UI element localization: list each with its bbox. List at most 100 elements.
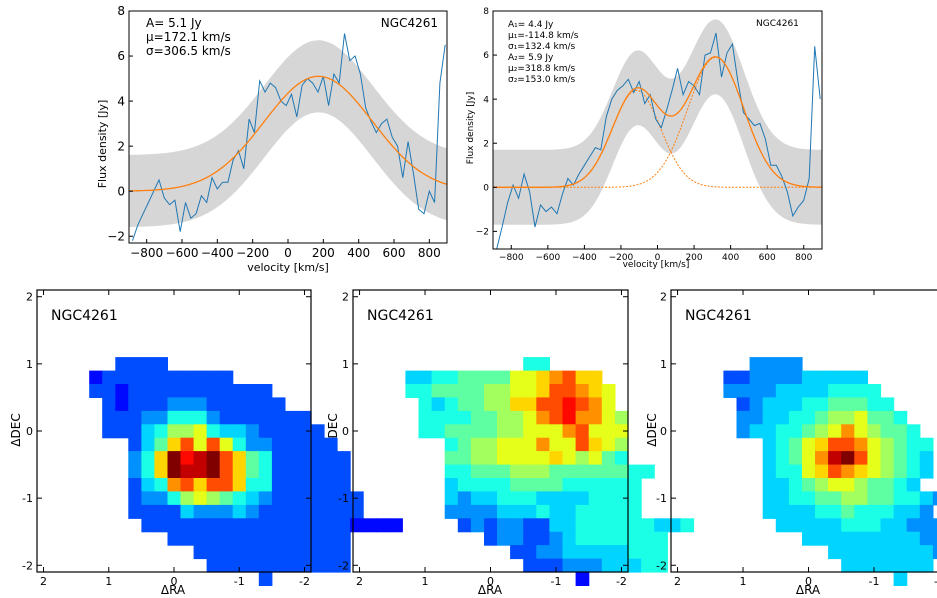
map-pixel (854, 397, 868, 412)
y-tick-label: 2 (483, 139, 489, 149)
map-pixel (614, 464, 629, 479)
map-pixel (854, 451, 868, 466)
map-pixel (815, 531, 829, 546)
map-pixel (867, 384, 882, 398)
map-pixel (906, 491, 921, 506)
map-pixel (614, 558, 629, 573)
map-pixel (828, 384, 842, 398)
map-pixel (337, 464, 351, 479)
map-pixel (867, 545, 882, 560)
y-tick-label: 4 (483, 95, 489, 105)
y-tick-label: 0 (117, 184, 125, 198)
map-pixel (523, 384, 537, 398)
map-pixel (497, 397, 511, 412)
map-pixel (906, 464, 921, 479)
map-pixel (880, 518, 895, 533)
map-pixel (762, 437, 777, 452)
map-pixel (588, 558, 603, 573)
map-pixel (258, 545, 273, 560)
map-pixel (444, 464, 459, 479)
x-tick-label: -2 (616, 575, 627, 588)
map-pixel (258, 531, 273, 546)
map-pixel (154, 451, 168, 466)
map-pixel (219, 397, 234, 412)
map-pixel (232, 384, 247, 398)
map-pixel (614, 424, 629, 439)
map-pixel (271, 504, 286, 519)
spectrum-2-annotation-4: A₂= 5.9 Jy (508, 53, 554, 63)
map-pixel (841, 478, 855, 492)
map-pixel (867, 504, 882, 519)
map-pixel (484, 397, 498, 412)
map-pixel (180, 518, 195, 533)
spectrum-2-annotation-2: μ₁=-114.8 km/s (508, 31, 579, 41)
map-pixel (154, 357, 168, 372)
map-pixel (311, 478, 325, 492)
map-pixel (311, 518, 325, 533)
map-pixel (497, 424, 511, 439)
x-tick-label: 200 (685, 253, 702, 263)
map-pixel (284, 545, 299, 560)
map-pixel (562, 504, 577, 519)
map-pixel (167, 410, 182, 425)
x-tick-label: −200 (609, 253, 634, 263)
map-pixel (854, 558, 868, 573)
map-pixel (232, 464, 247, 479)
map-pixel (102, 370, 116, 385)
map-pixel (828, 545, 842, 560)
map-pixel (588, 531, 603, 546)
map-pixel (457, 518, 472, 533)
map-pixel (141, 370, 155, 385)
map-pixel (762, 370, 777, 385)
map-pixel (841, 464, 855, 479)
map-pixel (193, 518, 208, 533)
map-pixel (523, 531, 537, 546)
spectrum-2-annotation-3: σ₁=132.4 km/s (508, 42, 575, 52)
x-tick-label: 2 (674, 575, 681, 588)
map-pixel (601, 424, 616, 439)
map-pixel (828, 424, 842, 439)
map-pixel (510, 370, 524, 385)
map-pixel (680, 518, 695, 533)
y-tick-label: 0 (26, 425, 33, 438)
map-pixel (775, 451, 790, 466)
map-pixel (376, 518, 390, 533)
map-pixel (854, 531, 868, 546)
map-pixel (775, 357, 790, 372)
map-pixel (562, 518, 577, 533)
map-pixel (762, 451, 777, 466)
map-pixel (549, 545, 564, 560)
map-pixel (484, 478, 498, 492)
map-pixel (893, 478, 908, 492)
map-pixel (298, 531, 312, 546)
map-pixel (232, 397, 247, 412)
map-pixel (562, 384, 577, 398)
map-pixel (193, 397, 208, 412)
y-tick-label: 0 (483, 183, 489, 193)
map-pixel (523, 357, 537, 372)
map-pixel (298, 437, 312, 452)
map-pixel (298, 451, 312, 466)
map-pixel (562, 370, 577, 385)
map-pixel (762, 504, 777, 519)
map-pixel (245, 531, 260, 546)
map-pixel (510, 437, 524, 452)
x-tick-label: −600 (166, 246, 199, 260)
map-pixel (206, 451, 221, 466)
map-pixel (762, 357, 777, 372)
map-pixel (258, 478, 273, 492)
map-pixel (815, 384, 829, 398)
map-pixel (588, 384, 603, 398)
map-pixel (219, 518, 234, 533)
map-pixel (457, 370, 472, 385)
map-pixel (536, 397, 550, 412)
map-pixel (523, 491, 537, 506)
map-pixel (510, 491, 524, 506)
map-pixel (788, 410, 803, 425)
map-pixel (601, 437, 616, 452)
x-tick-label: 800 (795, 253, 812, 263)
map-pixel (324, 531, 338, 546)
map-pixel (828, 464, 842, 479)
map-3-title: NGC4261 (685, 308, 752, 324)
